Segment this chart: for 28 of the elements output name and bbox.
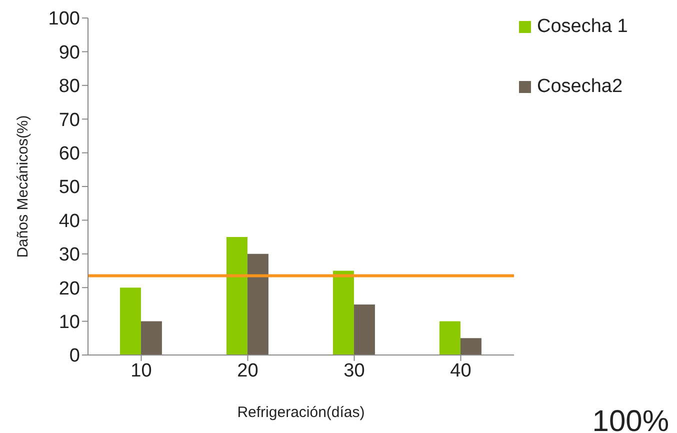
y-tick-label: 80 (58, 76, 80, 98)
bar (439, 321, 460, 355)
y-tick-label: 10 (58, 312, 80, 334)
bar (120, 288, 141, 355)
y-tick-label: 100 (48, 8, 80, 30)
x-tick-label: 30 (344, 360, 365, 382)
bar (140, 321, 162, 355)
y-tick-label: 60 (58, 144, 80, 165)
legend-label: Cosecha2 (537, 76, 623, 98)
x-axis-title: Refrigeración(días) (237, 404, 365, 421)
y-tick-label: 30 (58, 244, 80, 266)
text: 100% (592, 405, 669, 433)
y-tick-label: 40 (58, 210, 80, 232)
y-axis-title: Daños Mecánicos(%) (14, 115, 32, 258)
bar (247, 254, 268, 355)
y-tick-label: 0 (69, 346, 80, 367)
x-tick-label: 10 (130, 360, 152, 382)
bar (354, 304, 375, 355)
bar (460, 338, 482, 355)
bar (332, 270, 354, 355)
y-tick-label: 90 (58, 42, 80, 64)
y-tick-label: 50 (58, 177, 80, 198)
x-tick-label: 20 (237, 360, 258, 382)
legend-label: Cosecha 1 (537, 16, 628, 38)
bar (226, 237, 248, 355)
y-tick-label: 20 (58, 278, 80, 300)
y-tick-label: 70 (58, 110, 80, 131)
x-tick-label: 40 (450, 360, 472, 382)
